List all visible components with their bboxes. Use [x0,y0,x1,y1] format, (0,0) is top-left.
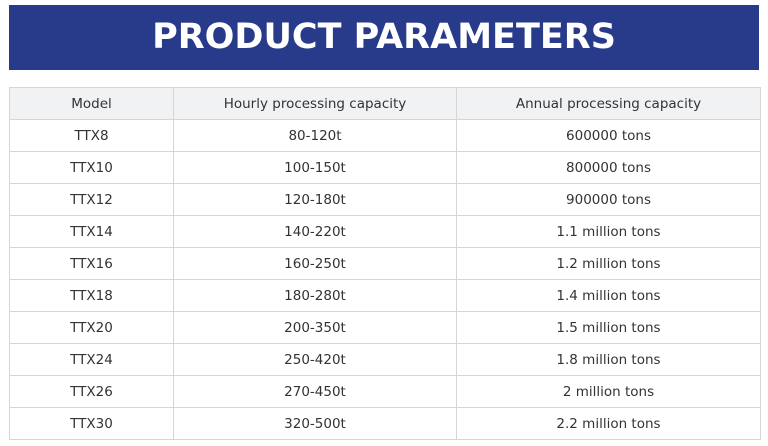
cell-model: TTX10 [9,151,174,184]
title-banner: PRODUCT PARAMETERS [9,5,759,70]
column-header-hourly-capacity: Hourly processing capacity [173,87,457,120]
table-row: TTX12 120-180t 900000 tons [9,183,761,216]
cell-hourly-capacity: 270-450t [173,375,457,408]
cell-hourly-capacity: 160-250t [173,247,457,280]
cell-annual-capacity: 800000 tons [456,151,761,184]
cell-hourly-capacity: 140-220t [173,215,457,248]
table-row: TTX16 160-250t 1.2 million tons [9,247,761,280]
table-row: TTX30 320-500t 2.2 million tons [9,407,761,440]
cell-model: TTX8 [9,119,174,152]
table-row: TTX20 200-350t 1.5 million tons [9,311,761,344]
cell-model: TTX26 [9,375,174,408]
table-header-row: Model Hourly processing capacity Annual … [9,87,761,120]
cell-annual-capacity: 2 million tons [456,375,761,408]
cell-annual-capacity: 900000 tons [456,183,761,216]
cell-annual-capacity: 1.1 million tons [456,215,761,248]
cell-model: TTX16 [9,247,174,280]
table-row: TTX18 180-280t 1.4 million tons [9,279,761,312]
table-row: TTX8 80-120t 600000 tons [9,119,761,152]
cell-hourly-capacity: 100-150t [173,151,457,184]
cell-model: TTX24 [9,343,174,376]
column-header-annual-capacity: Annual processing capacity [456,87,761,120]
cell-hourly-capacity: 250-420t [173,343,457,376]
column-header-model: Model [9,87,174,120]
cell-annual-capacity: 1.5 million tons [456,311,761,344]
cell-annual-capacity: 600000 tons [456,119,761,152]
cell-model: TTX20 [9,311,174,344]
cell-hourly-capacity: 180-280t [173,279,457,312]
cell-hourly-capacity: 120-180t [173,183,457,216]
page-title: PRODUCT PARAMETERS [152,17,616,57]
cell-hourly-capacity: 80-120t [173,119,457,152]
cell-annual-capacity: 1.4 million tons [456,279,761,312]
cell-hourly-capacity: 200-350t [173,311,457,344]
cell-model: TTX14 [9,215,174,248]
cell-hourly-capacity: 320-500t [173,407,457,440]
table-row: TTX26 270-450t 2 million tons [9,375,761,408]
table-row: TTX24 250-420t 1.8 million tons [9,343,761,376]
cell-model: TTX12 [9,183,174,216]
cell-annual-capacity: 1.8 million tons [456,343,761,376]
cell-annual-capacity: 2.2 million tons [456,407,761,440]
table-row: TTX14 140-220t 1.1 million tons [9,215,761,248]
cell-annual-capacity: 1.2 million tons [456,247,761,280]
table-row: TTX10 100-150t 800000 tons [9,151,761,184]
product-parameters-table: Model Hourly processing capacity Annual … [9,87,761,440]
cell-model: TTX18 [9,279,174,312]
cell-model: TTX30 [9,407,174,440]
